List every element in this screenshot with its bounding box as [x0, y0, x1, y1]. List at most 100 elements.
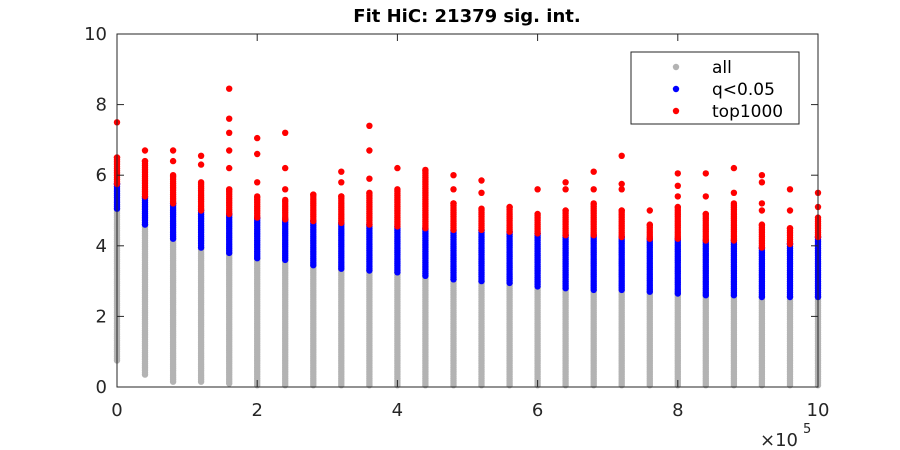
point-top1000: [366, 175, 373, 182]
point-top1000: [562, 179, 569, 186]
point-top1000: [226, 186, 233, 193]
point-top1000: [197, 152, 205, 159]
point-top1000: [730, 164, 738, 172]
point-top1000: [590, 200, 597, 207]
point-top1000: [226, 164, 233, 172]
point-top1000: [618, 207, 625, 214]
plot-frame: [116, 33, 819, 388]
point-top1000: [394, 164, 401, 172]
point-top1000: [254, 134, 261, 142]
point-top1000: [141, 147, 149, 154]
legend-marker-q: [672, 85, 680, 93]
point-top1000: [141, 157, 149, 165]
point-top1000: [338, 179, 345, 186]
point-top1000: [254, 179, 261, 186]
point-top1000: [786, 225, 794, 232]
point-top1000: [226, 115, 233, 122]
point-top1000: [562, 207, 569, 214]
point-top1000: [366, 147, 373, 154]
point-top1000: [674, 193, 681, 200]
point-top1000: [478, 189, 485, 196]
legend-label-q: q<0.05: [712, 80, 775, 100]
legend: all q<0.05 top1000: [630, 51, 800, 125]
point-top1000: [758, 207, 766, 214]
x-tick-label: 10: [807, 400, 830, 421]
legend-label-all: all: [712, 58, 732, 78]
point-top1000: [786, 186, 794, 193]
point-top1000: [169, 147, 177, 154]
point-top1000: [169, 157, 177, 165]
point-top1000: [674, 203, 681, 211]
point-top1000: [338, 168, 345, 175]
point-top1000: [674, 170, 681, 177]
point-top1000: [282, 164, 289, 172]
point-top1000: [646, 207, 653, 214]
point-top1000: [730, 189, 738, 196]
point-top1000: [590, 186, 597, 193]
point-top1000: [758, 200, 766, 207]
point-top1000: [758, 221, 766, 228]
point-top1000: [197, 161, 205, 168]
x-tick-label: 4: [392, 400, 403, 421]
point-top1000: [450, 200, 457, 207]
legend-marker-all: [672, 63, 680, 71]
point-top1000: [702, 210, 709, 218]
y-tick-label: 4: [96, 236, 107, 257]
point-top1000: [506, 203, 513, 211]
point-top1000: [282, 129, 289, 136]
point-top1000: [366, 189, 373, 196]
point-top1000: [758, 172, 766, 179]
point-top1000: [366, 122, 373, 129]
point-top1000: [422, 166, 429, 174]
point-top1000: [197, 179, 205, 186]
point-top1000: [646, 221, 653, 228]
legend-marker-top: [672, 107, 680, 115]
y-tick-label: 6: [96, 165, 107, 186]
point-top1000: [786, 207, 794, 214]
point-top1000: [674, 182, 681, 189]
x-tick-label: 8: [672, 400, 683, 421]
data-points: [113, 85, 822, 389]
point-top1000: [338, 193, 345, 200]
point-top1000: [282, 186, 289, 193]
point-top1000: [758, 179, 766, 186]
point-top1000: [254, 150, 261, 158]
point-top1000: [618, 152, 625, 159]
point-top1000: [450, 172, 457, 179]
point-top1000: [226, 147, 233, 154]
point-top1000: [394, 186, 401, 193]
point-top1000: [618, 180, 625, 188]
point-top1000: [618, 186, 625, 193]
x-multiplier-base: ×10: [760, 430, 798, 450]
point-top1000: [282, 196, 289, 204]
point-top1000: [534, 210, 541, 218]
x-tick-label: 6: [532, 400, 543, 421]
point-top1000: [254, 193, 261, 200]
point-top1000: [562, 186, 569, 193]
x-tick-label: 0: [111, 400, 122, 421]
x-tick-label: 2: [251, 400, 262, 421]
point-top1000: [169, 172, 177, 179]
x-multiplier-exponent: 5: [803, 422, 811, 437]
axis-ticks: 0 2 4 6 8 10 0 2 4 6 8 10: [84, 24, 829, 421]
point-top1000: [478, 205, 485, 212]
y-tick-label: 2: [96, 306, 107, 327]
point-top1000: [450, 186, 457, 193]
point-top1000: [702, 193, 709, 200]
point-top1000: [534, 186, 541, 193]
point-top1000: [226, 85, 233, 92]
point-top1000: [310, 191, 317, 198]
y-tick-label: 0: [96, 377, 107, 398]
point-top1000: [478, 177, 485, 184]
legend-box: [630, 51, 800, 125]
point-top1000: [702, 170, 709, 177]
chart-title: Fit HiC: 21379 sig. int.: [353, 6, 580, 27]
y-tick-label: 10: [84, 24, 107, 45]
point-top1000: [590, 168, 597, 175]
point-top1000: [730, 200, 738, 207]
x-multiplier: ×10 5: [760, 422, 811, 450]
y-tick-label: 8: [96, 95, 107, 116]
legend-label-top: top1000: [712, 102, 783, 122]
point-top1000: [226, 129, 233, 136]
